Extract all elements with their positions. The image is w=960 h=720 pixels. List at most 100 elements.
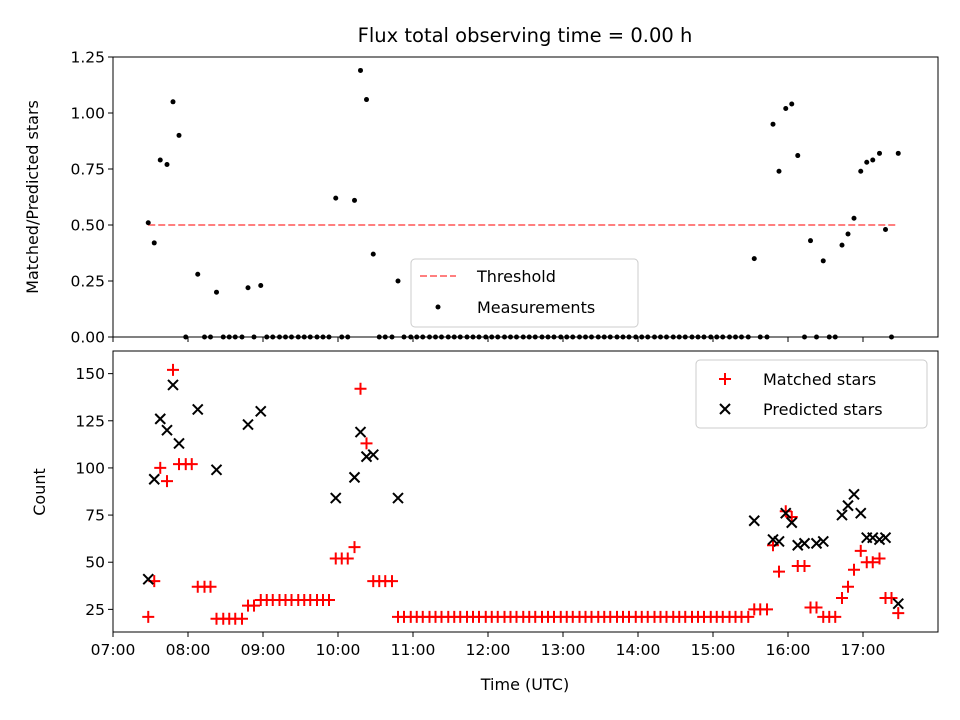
matched-stars-point [873,552,886,565]
x-tick-label: 07:00 [91,641,136,659]
bottom-y-axis-label: Count [30,468,49,516]
predicted-stars-point [367,449,379,461]
measurement-point [170,99,176,105]
measurement-point [820,258,826,264]
x-axis-label: Time (UTC) [480,675,569,694]
predicted-stars-point [848,488,860,501]
bottom-y-tick-label: 25 [85,601,105,619]
predicted-stars-point [798,537,811,550]
matched-stars-point [204,580,217,593]
matched-stars-point [854,544,867,557]
predicted-stars-point [392,492,404,504]
measurement-point [352,197,357,203]
matched-stars-point [773,565,785,578]
measurement-point [789,101,795,107]
measurement-point [770,121,776,127]
top-y-tick-label: 0.00 [70,329,105,347]
legend-measurements-label: Measurements [477,298,595,317]
matched-stars-point [761,603,773,616]
measurement-point [395,278,401,284]
predicted-stars-point [154,413,166,425]
x-tick-label: 13:00 [541,641,586,659]
predicted-stars-point [255,405,267,418]
matched-stars-point [142,610,155,623]
predicted-stars-point [330,492,342,504]
top-y-tick-label: 1.25 [70,49,105,67]
predicted-stars-point [773,535,785,548]
measurement-point [370,251,376,257]
measurement-point [808,238,813,244]
matched-stars-point [810,601,823,614]
legend-threshold-label: Threshold [476,267,556,286]
bottom-y-tick-label: 125 [75,412,105,430]
matched-stars-point [185,458,198,471]
bottom-legend-frame [695,359,928,429]
measurement-point [851,215,857,221]
measurement-point [751,256,757,262]
legend-predicted-label: Predicted stars [763,400,883,419]
x-tick-label: 14:00 [616,641,661,659]
bottom-y-tick-label: 75 [85,507,105,525]
measurement-point [870,157,876,163]
matched-stars-point [742,610,755,623]
predicted-stars-point [142,573,154,585]
predicted-stars-point [148,473,160,485]
top-legend: Threshold Measurements [410,258,639,328]
matched-stars-point [848,563,860,576]
top-y-tick-label: 1.00 [70,105,105,123]
x-tick-label: 12:00 [466,641,511,659]
matched-stars-point [836,592,848,605]
top-axes-frame [112,56,939,338]
matched-stars-point [341,552,354,565]
measurement-point [858,168,864,174]
matched-stars-point [236,612,248,625]
measurement-point [783,106,789,112]
top-y-tick-label: 0.75 [70,161,105,179]
matched-stars-point [779,505,792,518]
legend-matched-swatch [719,373,731,385]
matched-stars-point [248,599,260,612]
measurement-point [245,285,251,291]
matched-stars-point [154,461,167,474]
predicted-stars-point [867,531,879,544]
measurement-point [795,153,801,159]
x-tick-label: 15:00 [691,641,736,659]
x-tick-label: 16:00 [766,641,811,659]
legend-measurements-swatch [435,304,441,310]
chart-title: Flux total observing time = 0.00 h [358,24,693,47]
measurement-point [839,242,845,248]
measurement-point [776,168,782,174]
measurement-point [145,220,151,226]
top-y-axis-label: Matched/Predicted stars [23,100,42,294]
measurement-point [358,67,363,73]
predicted-stars-point [780,507,792,519]
matched-stars-point [798,559,811,572]
bottom-y-tick-label: 150 [75,365,105,383]
measurement-point [164,162,170,168]
measurement-point [176,132,182,138]
predicted-stars-point [786,516,798,529]
predicted-stars-point [354,426,367,438]
matched-stars-point [892,607,905,620]
measurement-point [333,195,339,201]
predicted-stars-point [842,499,854,512]
matched-stars-point [767,539,779,552]
predicted-stars-point [836,509,848,521]
predicted-stars-point [879,531,892,544]
legend-predicted-swatch [719,403,731,415]
predicted-stars-point [173,437,185,450]
matched-stars-point [785,510,798,523]
predicted-stars-point [855,507,867,519]
predicted-stars-point [792,539,804,551]
predicted-stars-point [348,471,361,484]
predicted-stars-point [192,403,204,416]
matched-stars-point [842,580,854,593]
bottom-plot-area: 25 50 75 100 125 150 07:00 08:00 09:00 10:00 11:00… [75,363,905,659]
matched-stars-point [386,575,398,588]
matched-stars-point [360,437,373,450]
top-y-tick-label: 0.25 [70,273,105,291]
matched-stars-point [885,592,898,605]
predicted-stars-point [360,450,373,463]
measurement-point [195,271,201,277]
